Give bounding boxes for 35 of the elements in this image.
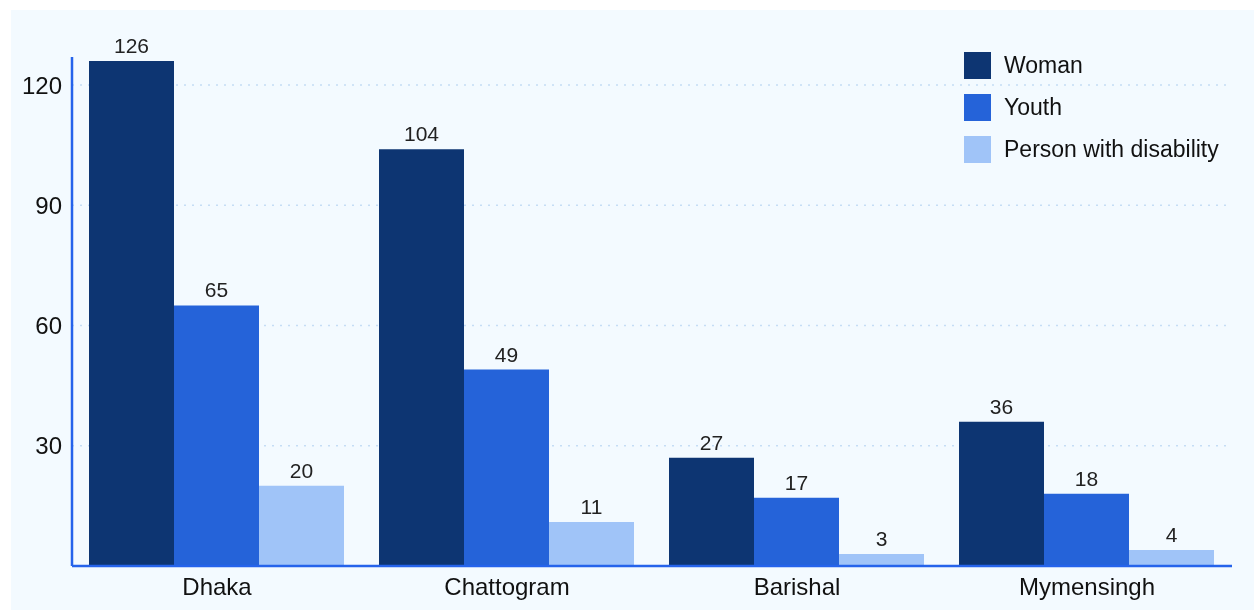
bar xyxy=(259,485,344,566)
bar xyxy=(174,305,259,566)
legend-label: Person with disability xyxy=(1004,135,1219,163)
legend-label: Youth xyxy=(1004,93,1062,121)
data-label: 20 xyxy=(289,458,314,482)
x-tick-label: Mymensingh xyxy=(1018,573,1156,601)
y-tick-label: 60 xyxy=(35,312,62,340)
bar xyxy=(379,149,464,566)
x-tick-label: Barishal xyxy=(753,573,841,601)
y-tick-label: 120 xyxy=(21,71,62,99)
bar xyxy=(1044,493,1129,566)
data-label: 65 xyxy=(204,278,229,302)
data-label: 4 xyxy=(1165,522,1178,546)
data-label: 49 xyxy=(494,342,519,366)
data-label: 17 xyxy=(784,470,809,494)
data-label: 27 xyxy=(699,430,724,454)
data-label: 3 xyxy=(875,526,888,550)
data-label: 11 xyxy=(580,494,603,518)
bar xyxy=(839,553,924,566)
data-label: 36 xyxy=(989,394,1014,418)
bar xyxy=(89,61,174,566)
bar xyxy=(1129,549,1214,566)
data-label: 104 xyxy=(403,122,440,146)
y-tick-label: 30 xyxy=(35,432,62,460)
bar xyxy=(959,421,1044,566)
data-label: 126 xyxy=(113,34,150,58)
x-tick-label: Chattogram xyxy=(444,573,570,601)
legend-label: Woman xyxy=(1004,51,1083,79)
x-tick-label: Dhaka xyxy=(182,573,253,601)
bar xyxy=(754,497,839,566)
bar xyxy=(464,369,549,566)
data-label: 18 xyxy=(1074,466,1099,490)
y-tick-label: 90 xyxy=(35,191,62,219)
bar xyxy=(549,521,634,566)
bar xyxy=(669,457,754,566)
